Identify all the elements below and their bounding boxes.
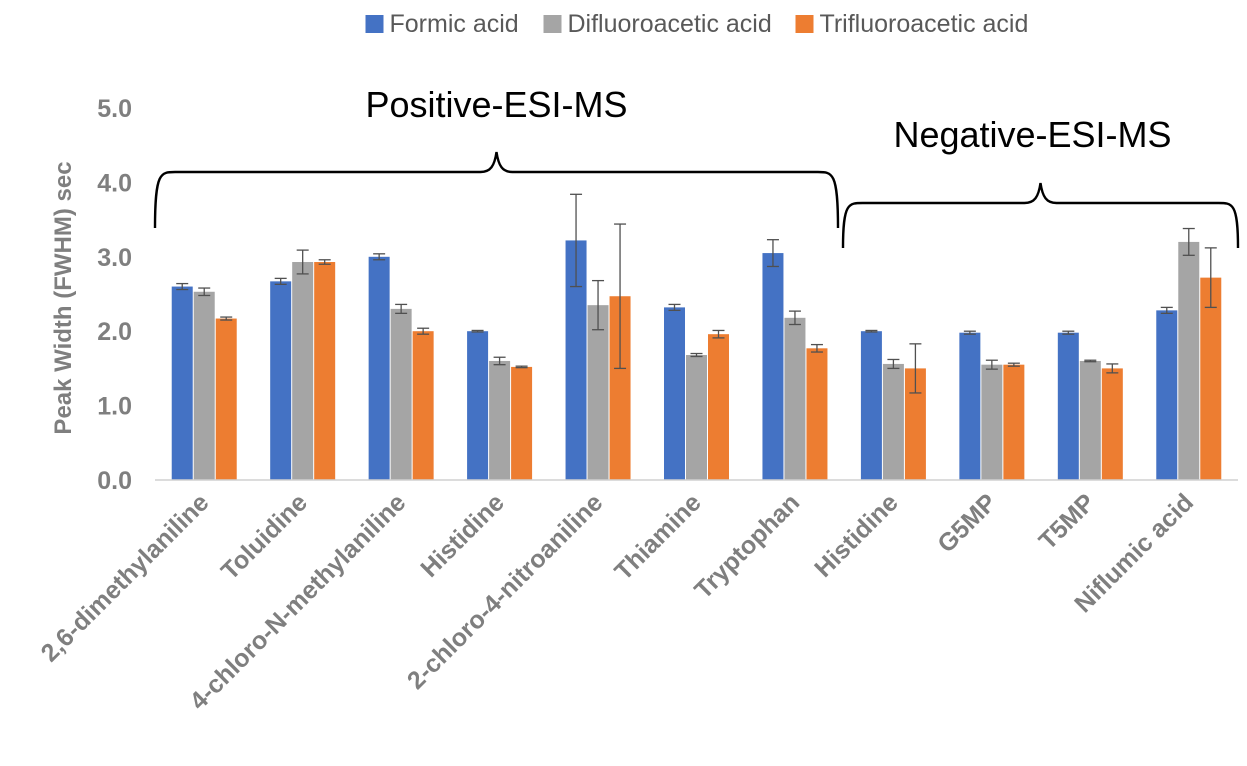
- bar: [215, 318, 237, 480]
- bar: [412, 331, 434, 480]
- legend-swatch: [795, 15, 814, 33]
- bar: [390, 308, 412, 480]
- y-tick-label: 3.0: [97, 244, 132, 272]
- bar: [171, 286, 193, 480]
- bar: [959, 332, 981, 480]
- bar: [314, 262, 336, 480]
- legend-label: Trifluoroacetic acid: [820, 10, 1029, 38]
- bar: [784, 317, 806, 480]
- bar: [565, 240, 587, 480]
- bar: [708, 334, 729, 480]
- x-category-label: Histidine: [415, 488, 510, 583]
- bar: [587, 305, 609, 480]
- bar: [1101, 368, 1123, 480]
- negative-label: Negative-ESI-MS: [893, 114, 1171, 155]
- bar: [806, 348, 828, 480]
- y-tick-label: 5.0: [97, 95, 132, 123]
- x-category-label: Toluidine: [216, 488, 313, 585]
- positive-label: Positive-ESI-MS: [365, 84, 627, 125]
- y-tick-label: 2.0: [97, 318, 132, 346]
- bar: [609, 296, 631, 480]
- bar: [1057, 332, 1079, 480]
- bar: [193, 291, 215, 480]
- bar: [467, 331, 489, 480]
- x-axis: 2,6-dimethylaniline Toluidine4-chloro-N-m…: [36, 479, 1238, 715]
- y-axis-label: Peak Width (FWHM) sec: [50, 161, 77, 434]
- y-tick-label: 4.0: [97, 169, 132, 197]
- y-tick-label: 1.0: [97, 393, 132, 421]
- legend: Formic acid Difluoroacetic acid Trifluoroa…: [365, 10, 1029, 38]
- legend-swatch: [543, 15, 562, 33]
- bar: [1178, 241, 1200, 480]
- bar: [1003, 364, 1025, 480]
- bar: [762, 253, 784, 480]
- group-annotations: Positive-ESI-MS Negative-ESI-MS: [153, 84, 1240, 249]
- x-category-label: G5MP: [932, 488, 1002, 558]
- bar: [1079, 360, 1101, 480]
- legend-label: Formic acid: [390, 10, 519, 38]
- bar: [489, 360, 511, 480]
- legend-swatch: [365, 15, 384, 33]
- bar: [981, 364, 1003, 480]
- y-tick-label: 0.0: [97, 467, 132, 495]
- x-category-label: Histidine: [809, 488, 904, 583]
- x-category-label: 2,6-dimethylaniline: [36, 488, 215, 667]
- x-category-label: 2-chloro-4-nitroaniline: [402, 488, 608, 694]
- bar: [860, 331, 882, 480]
- x-category-label: T5MP: [1034, 488, 1101, 555]
- bar: [686, 355, 707, 480]
- bar: [292, 262, 314, 480]
- y-axis: 0.0 1.0 2.0 3.0 4.0 5.0 Peak Width (FWHM) sec: [50, 95, 132, 495]
- bar: [904, 368, 926, 480]
- bar: [270, 281, 292, 480]
- legend-label: Difluoroacetic acid: [568, 10, 772, 38]
- bar: [1156, 310, 1178, 480]
- bar: [511, 366, 533, 480]
- bar: [1200, 277, 1222, 480]
- x-category-label: Thiamine: [609, 488, 706, 585]
- bar: [882, 363, 904, 480]
- bars: [171, 193, 1222, 480]
- x-category-label: Tryptophan: [689, 488, 805, 604]
- bar: [664, 307, 685, 480]
- positive-brace: [153, 151, 840, 229]
- negative-brace: [841, 182, 1240, 249]
- bar: [368, 256, 390, 480]
